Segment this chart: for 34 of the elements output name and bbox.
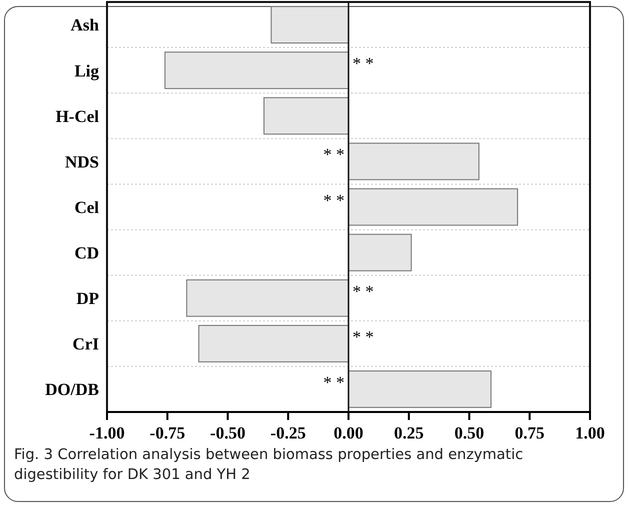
y-tick-label: NDS	[64, 152, 99, 172]
bar	[348, 234, 412, 272]
bar	[186, 279, 349, 317]
y-tick-label: Cel	[74, 198, 100, 217]
x-tick-label: 1.00	[575, 423, 605, 442]
x-tick-label: -0.75	[150, 423, 186, 442]
caption: Fig. 3 Correlation analysis between biomass properties and enzymatic digestibility for DK 301 and YH 2	[14, 446, 524, 485]
x-tick-label: -0.50	[210, 423, 246, 442]
bar	[348, 188, 518, 226]
y-tick-label: DO/DB	[45, 380, 99, 400]
bar	[164, 52, 349, 90]
bar	[263, 97, 349, 135]
data-label: * *	[323, 190, 344, 210]
data-label: * *	[352, 282, 374, 301]
x-tick-label: -0.25	[270, 423, 306, 442]
bar	[198, 324, 349, 362]
y-tick-label: CD	[74, 244, 99, 263]
bar	[348, 370, 492, 408]
x-tick-label: 0.00	[334, 423, 364, 442]
bar	[270, 6, 349, 44]
y-tick-label: Lig	[74, 61, 100, 80]
bar	[348, 142, 480, 180]
data-label: * *	[323, 373, 344, 392]
x-tick-label: 0.50	[454, 423, 484, 442]
x-tick-label: -1.00	[89, 423, 125, 442]
y-tick-label: H-Cel	[56, 106, 100, 126]
y-tick-label: CrI	[72, 334, 100, 354]
data-label: * *	[352, 327, 374, 346]
x-tick-label: 0.75	[514, 423, 544, 442]
data-label: * *	[352, 54, 374, 74]
x-tick-label: 0.25	[394, 423, 424, 442]
data-label: * *	[323, 145, 344, 164]
y-tick-label: Ash	[70, 16, 100, 35]
y-tick-label: DP	[76, 289, 99, 308]
